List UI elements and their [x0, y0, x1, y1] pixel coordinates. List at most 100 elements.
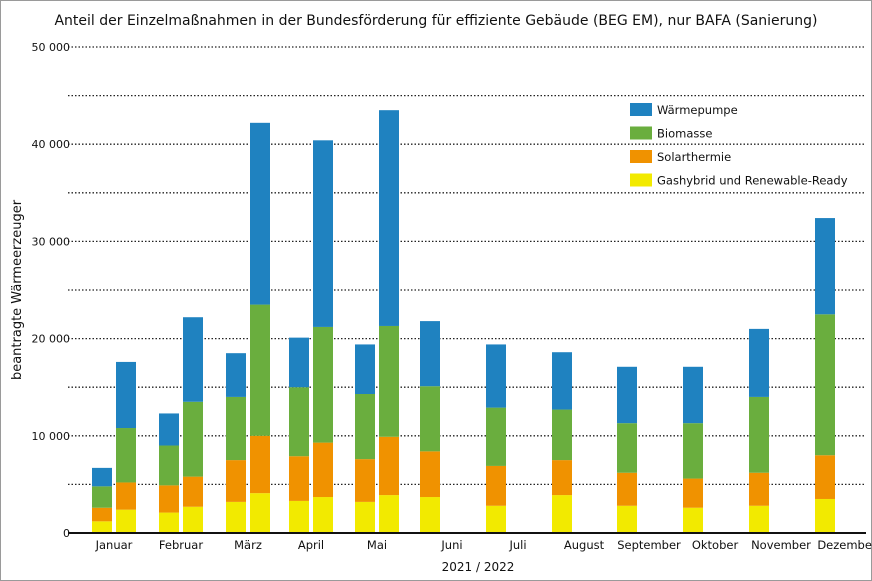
bar-segment-wärmepumpe — [683, 366, 703, 424]
bar-segment-gashybrid-und-renewable-ready — [552, 495, 572, 533]
bar-segment-solarthermie — [617, 472, 637, 506]
bar-segment-wärmepumpe — [355, 344, 375, 395]
x-tick-label: Juli — [508, 538, 526, 552]
x-axis-label: 2021 / 2022 — [442, 560, 515, 574]
bar-segment-solarthermie — [552, 460, 572, 496]
bar-segment-biomasse — [355, 394, 375, 460]
bar-segment-gashybrid-und-renewable-ready — [355, 501, 375, 533]
bar-segment-gashybrid-und-renewable-ready — [250, 493, 270, 533]
bar-segment-gashybrid-und-renewable-ready — [683, 507, 703, 533]
x-tick-label: Januar — [95, 538, 133, 552]
bar-segment-biomasse — [683, 423, 703, 479]
bar-segment-wärmepumpe — [183, 317, 203, 402]
bar-segment-gashybrid-und-renewable-ready — [815, 498, 835, 533]
bar-segment-biomasse — [749, 396, 769, 473]
bar-segment-biomasse — [250, 304, 270, 436]
y-tick-label: 0 — [63, 527, 70, 540]
bar-segment-gashybrid-und-renewable-ready — [617, 505, 637, 533]
bar-segment-wärmepumpe — [92, 467, 112, 487]
bar-segment-biomasse — [226, 396, 246, 461]
legend-swatch — [630, 126, 652, 140]
bar-segment-solarthermie — [226, 460, 246, 502]
bar-segment-gashybrid-und-renewable-ready — [226, 501, 246, 533]
x-tick-label: April — [298, 538, 324, 552]
bar-segment-biomasse — [92, 486, 112, 508]
bar-segment-solarthermie — [289, 456, 309, 501]
legend-swatch — [630, 150, 652, 163]
bar-segment-biomasse — [420, 386, 440, 452]
bar-segment-biomasse — [379, 325, 399, 437]
bar-segment-biomasse — [617, 423, 637, 473]
bar-segment-solarthermie — [159, 485, 179, 513]
legend-label: Wärmepumpe — [657, 103, 738, 117]
legend-swatch — [630, 103, 652, 116]
bar-segment-wärmepumpe — [226, 353, 246, 397]
bar-segment-biomasse — [183, 401, 203, 477]
bar-segment-gashybrid-und-renewable-ready — [289, 500, 309, 533]
bar-segment-wärmepumpe — [486, 344, 506, 408]
bar-segment-solarthermie — [116, 482, 136, 510]
y-tick-label: 20 000 — [32, 333, 71, 346]
x-tick-label: Mai — [367, 538, 387, 552]
legend: Wärmepumpe Biomasse Solarthermie Gashybrid … — [630, 103, 848, 188]
bar-segment-biomasse — [486, 407, 506, 466]
bar-segment-wärmepumpe — [250, 122, 270, 305]
bar-segment-gashybrid-und-renewable-ready — [486, 505, 506, 533]
bar-segment-gashybrid-und-renewable-ready — [313, 497, 333, 533]
x-tick-label: Dezember — [817, 538, 872, 552]
legend-swatch — [630, 173, 652, 187]
chart-title: Anteil der Einzelmaßnahmen in der Bundes… — [54, 13, 817, 29]
bar-segment-gashybrid-und-renewable-ready — [420, 497, 440, 533]
bar-segment-wärmepumpe — [379, 110, 399, 326]
bar-segment-solarthermie — [183, 476, 203, 507]
bar-segment-gashybrid-und-renewable-ready — [749, 505, 769, 533]
bar-segment-wärmepumpe — [289, 337, 309, 388]
bar-segment-wärmepumpe — [617, 366, 637, 424]
y-axis-ticks: 0 10 000 20 000 30 000 40 000 50 000 — [32, 41, 71, 540]
bar-segment-solarthermie — [815, 455, 835, 499]
bar-segment-gashybrid-und-renewable-ready — [379, 495, 399, 533]
bar-segment-solarthermie — [749, 472, 769, 506]
bar-segment-solarthermie — [486, 465, 506, 506]
x-tick-label: Juni — [440, 538, 462, 552]
bar-segment-gashybrid-und-renewable-ready — [116, 509, 136, 533]
bar-segment-biomasse — [815, 314, 835, 456]
bar-segment-solarthermie — [313, 442, 333, 498]
bar-segment-wärmepumpe — [815, 218, 835, 315]
x-axis-ticks: Januar Februar März April Mai Juni Juli August S… — [95, 538, 872, 552]
bar-segment-wärmepumpe — [159, 413, 179, 446]
y-axis-label: beantragte Wärmeerzeuger — [10, 199, 25, 380]
legend-label: Gashybrid und Renewable-Ready — [657, 174, 848, 188]
x-tick-label: August — [564, 538, 605, 552]
bar-segment-biomasse — [313, 326, 333, 443]
legend-label: Solarthermie — [657, 150, 731, 164]
x-tick-label: Februar — [159, 538, 203, 552]
y-tick-label: 40 000 — [32, 138, 71, 151]
bar-segment-solarthermie — [379, 436, 399, 496]
bar-segment-solarthermie — [355, 459, 375, 502]
x-tick-label: Oktober — [692, 538, 739, 552]
x-tick-label: März — [234, 538, 262, 552]
bars — [92, 110, 835, 533]
y-tick-label: 10 000 — [32, 430, 71, 443]
x-tick-label: November — [751, 538, 811, 552]
bar-segment-wärmepumpe — [116, 361, 136, 429]
bar-segment-wärmepumpe — [552, 352, 572, 410]
bar-segment-solarthermie — [683, 478, 703, 508]
bar-segment-solarthermie — [250, 435, 270, 494]
bar-segment-biomasse — [289, 387, 309, 457]
legend-label: Biomasse — [657, 127, 712, 141]
bar-segment-biomasse — [552, 409, 572, 461]
bar-segment-wärmepumpe — [313, 140, 333, 327]
bar-segment-biomasse — [159, 445, 179, 486]
bar-segment-wärmepumpe — [749, 328, 769, 397]
x-tick-label: September — [617, 538, 681, 552]
bar-segment-gashybrid-und-renewable-ready — [92, 521, 112, 533]
bar-segment-wärmepumpe — [420, 321, 440, 387]
bar-segment-gashybrid-und-renewable-ready — [159, 512, 179, 533]
y-tick-label: 50 000 — [32, 41, 71, 54]
bar-segment-solarthermie — [92, 507, 112, 522]
y-tick-label: 30 000 — [32, 235, 71, 248]
bar-segment-solarthermie — [420, 451, 440, 498]
